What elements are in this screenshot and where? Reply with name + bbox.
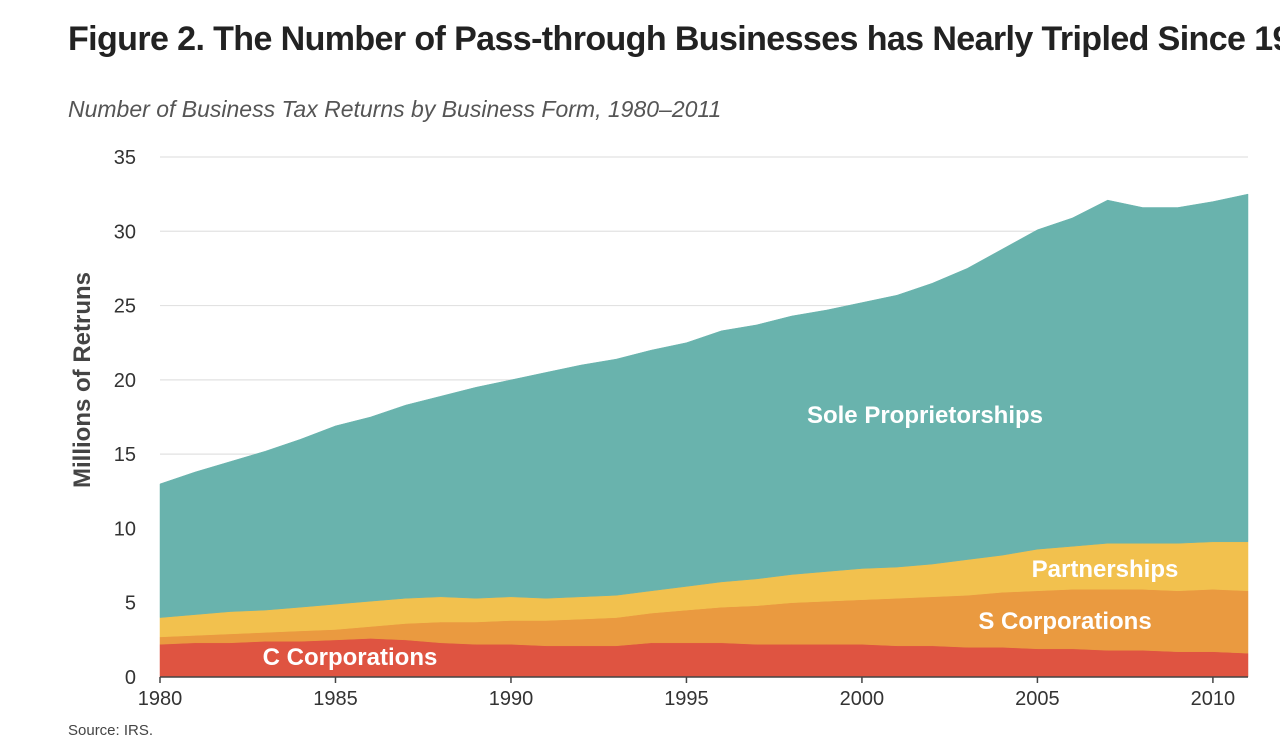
series-label-s-corporations: S Corporations (978, 608, 1151, 635)
x-tick-label: 1990 (489, 688, 534, 710)
y-tick-label: 0 (125, 667, 136, 689)
area-sole-proprietorships (159, 193, 1249, 618)
y-tick-label: 15 (114, 444, 136, 466)
x-tick-label: 2000 (840, 688, 885, 710)
y-tick-label: 35 (114, 147, 136, 169)
y-axis-ticks: 0 5 10 15 20 25 30 35 (114, 147, 136, 689)
x-axis-ticks: 1980 1985 1990 1995 2000 2005 2010 (138, 677, 1235, 710)
series-labels: C Corporations S Corporations Partnerships… (263, 402, 1179, 671)
chart-subtitle: Number of Business Tax Returns by Busine… (68, 96, 722, 122)
area-layers (159, 193, 1249, 678)
y-tick-label: 25 (114, 296, 136, 318)
y-tick-label: 5 (125, 593, 136, 615)
y-axis-label: Millions of Retruns (69, 272, 96, 488)
series-label-sole-proprietorships: Sole Proprietorships (807, 402, 1043, 429)
x-tick-label: 1995 (664, 688, 709, 710)
series-label-c-corporations: C Corporations (263, 644, 438, 671)
chart-title: Figure 2. The Number of Pass-through Bus… (68, 20, 1280, 58)
y-tick-label: 20 (114, 370, 136, 392)
x-tick-label: 2010 (1191, 688, 1236, 710)
x-tick-label: 2005 (1015, 688, 1060, 710)
source-note: Source: IRS. (68, 722, 154, 739)
x-tick-label: 1980 (138, 688, 183, 710)
x-tick-label: 1985 (313, 688, 358, 710)
series-label-partnerships: Partnerships (1032, 556, 1179, 583)
stacked-area-chart: 0 5 10 15 20 25 30 35 1980 1985 1990 1995 2000 2005 2… (69, 147, 1249, 710)
y-tick-label: 30 (114, 221, 136, 243)
y-tick-label: 10 (114, 518, 136, 540)
